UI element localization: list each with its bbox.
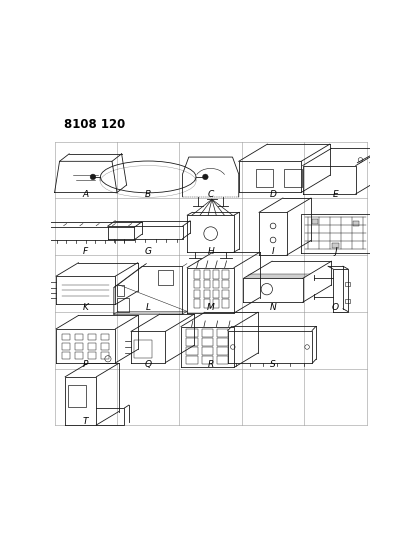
Bar [353, 221, 359, 226]
Bar [312, 220, 318, 224]
Bar [101, 334, 109, 341]
Bar [203, 280, 210, 288]
Bar [213, 289, 219, 298]
Bar [203, 270, 210, 279]
Text: E: E [332, 190, 338, 199]
Text: B: B [145, 190, 151, 199]
Bar [186, 347, 198, 355]
Bar [213, 270, 219, 279]
Text: R: R [208, 360, 214, 369]
Text: K: K [83, 303, 89, 312]
Bar [88, 343, 96, 350]
Bar [222, 299, 229, 308]
Bar [202, 329, 213, 337]
Bar [75, 334, 83, 341]
Bar [222, 280, 229, 288]
Bar [157, 270, 173, 285]
Bar [88, 352, 96, 359]
Bar [284, 169, 302, 187]
Bar [75, 352, 83, 359]
Bar [134, 340, 152, 358]
Text: 8108 120: 8108 120 [64, 118, 125, 131]
Text: D: D [270, 190, 277, 199]
Bar [186, 356, 198, 364]
Bar [202, 347, 213, 355]
Bar [213, 299, 219, 308]
Bar [194, 299, 201, 308]
Bar [217, 347, 228, 355]
Text: A: A [83, 190, 89, 199]
Bar [203, 299, 210, 308]
Text: J: J [334, 247, 337, 256]
Bar [217, 338, 228, 346]
Bar [217, 356, 228, 364]
Bar [194, 270, 201, 279]
Bar [194, 280, 201, 288]
Bar [203, 289, 210, 298]
Bar [194, 289, 201, 298]
Text: O: O [332, 303, 339, 312]
Bar [68, 385, 86, 407]
Text: G: G [145, 247, 152, 256]
Bar [117, 297, 129, 312]
Text: T: T [83, 417, 88, 426]
Bar [202, 356, 213, 364]
Bar [346, 281, 351, 286]
Bar [332, 243, 339, 248]
Bar [101, 343, 109, 350]
Bar [222, 270, 229, 279]
Text: M: M [207, 303, 215, 312]
Bar [213, 280, 219, 288]
Bar [75, 343, 83, 350]
Text: S: S [270, 360, 276, 369]
Text: P: P [83, 360, 88, 369]
Text: Q: Q [145, 360, 152, 369]
Bar [101, 352, 109, 359]
Bar [186, 338, 198, 346]
Circle shape [203, 174, 208, 180]
Bar [88, 334, 96, 341]
Bar [62, 343, 70, 350]
Text: I: I [272, 247, 275, 256]
Text: L: L [146, 303, 151, 312]
Text: N: N [270, 303, 277, 312]
Bar [62, 334, 70, 341]
Bar [222, 289, 229, 298]
Bar [62, 352, 70, 359]
Bar [117, 285, 124, 296]
Text: C: C [208, 190, 214, 199]
Text: H: H [207, 247, 214, 256]
Circle shape [90, 174, 96, 180]
Bar [346, 298, 351, 303]
Bar [256, 169, 273, 187]
Bar [202, 338, 213, 346]
Text: F: F [83, 247, 88, 256]
Bar [217, 329, 228, 337]
Bar [186, 329, 198, 337]
